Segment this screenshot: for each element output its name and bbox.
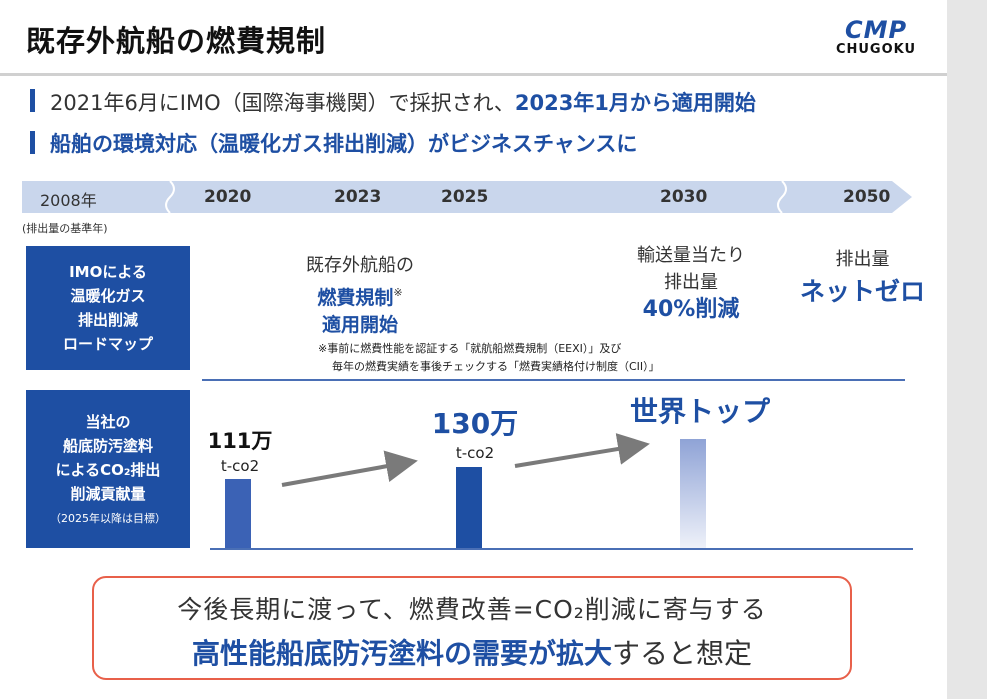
bar-2025 — [456, 467, 482, 548]
footnote: ※事前に燃費性能を認証する「就航船燃費規制（EEXI）」及び 毎年の燃費実績を事… — [318, 340, 660, 376]
title-divider — [0, 73, 947, 76]
bar-2020 — [225, 479, 251, 548]
conclusion-rest: すると想定 — [612, 637, 753, 670]
conclusion-highlight: 高性能船底防汚塗料の需要が拡大 — [191, 637, 612, 670]
company-label-line: によるCO₂排出 — [55, 461, 161, 479]
company-label-line: 削減貢献量 — [70, 485, 146, 503]
footnote-line2: 毎年の燃費実績を事後チェックする「燃費実績格付け制度（CII）」 — [332, 360, 660, 373]
trend-arrows — [281, 433, 650, 487]
roadmap-2030-highlight: 40%削減 — [642, 297, 740, 322]
footnote-line1: ※事前に燃費性能を認証する「就航船燃費規制（EEXI）」及び — [318, 342, 622, 355]
roadmap-2030-line2: 排出量 — [664, 272, 718, 293]
imo-label-line: IMOによる — [69, 263, 147, 281]
imo-label-line: ロードマップ — [62, 335, 153, 353]
logo-mark: CMP — [844, 16, 908, 44]
roadmap-2030: 輸送量当たり 排出量 40%削減 — [616, 242, 766, 323]
company-contribution-label: 当社の 船底防汚塗料 によるCO₂排出 削減貢献量 （2025年以降は目標） — [26, 390, 190, 548]
slide-title: 既存外航船の燃費規制 — [26, 24, 327, 58]
roadmap-2050-line1: 排出量 — [835, 249, 890, 270]
timeline-year-2030: 2030 — [660, 187, 708, 207]
unit-label: t-co2 — [455, 444, 495, 462]
data-label: 111万 — [207, 429, 273, 453]
roadmap-2023-highlight: 燃費規制 — [317, 287, 394, 309]
value-label-2030: 世界トップ — [629, 395, 770, 428]
roadmap-2023-line1: 既存外航船の — [306, 255, 414, 276]
bar-2030 — [680, 439, 706, 548]
bullet-1-highlight: 2023年1月から適用開始 — [514, 91, 756, 115]
logo-text: CHUGOKU — [835, 42, 917, 57]
conclusion-line1: 今後長期に渡って、燃費改善=CO₂削減に寄与する — [177, 595, 767, 624]
roadmap-2023-line3: 適用開始 — [321, 314, 398, 336]
company-label-note: （2025年以降は目標） — [50, 512, 166, 525]
baseline-note: (排出量の基準年) — [22, 222, 108, 235]
bullet-1: 2021年6月にIMO（国際海事機関）で採択され、2023年1月から適用開始 — [50, 87, 756, 117]
chart-axis — [210, 548, 913, 550]
value-label-2025: 130万 t-co2 — [420, 402, 530, 462]
roadmap-2050-highlight: ネットゼロ — [799, 277, 925, 306]
roadmap-2030-line1: 輸送量当たり — [637, 245, 745, 266]
imo-label-line: 排出削減 — [77, 311, 138, 329]
timeline-year-2020: 2020 — [204, 187, 252, 207]
imo-label-line: 温暖化ガス — [70, 287, 146, 305]
roadmap-2023: 既存外航船の 燃費規制※ 適用開始 — [280, 252, 440, 339]
bullet-1-text: 2021年6月にIMO（国際海事機関）で採択され、 — [50, 91, 515, 115]
timeline-year-2008: 2008年 — [40, 191, 97, 210]
roadmap-2050: 排出量 ネットゼロ — [790, 244, 935, 308]
company-logo: CMP CHUGOKU — [826, 16, 926, 62]
trend-arrow-1 — [281, 450, 418, 487]
footnote-mark: ※ — [393, 286, 403, 299]
unit-label: t-co2 — [220, 457, 260, 475]
value-label-2020: 111万 t-co2 — [200, 425, 280, 475]
bullet-2: 船舶の環境対応（温暖化ガス排出削減）がビジネスチャンスに — [50, 132, 638, 156]
timeline-year-2050: 2050 — [843, 187, 891, 207]
timeline-arrow — [22, 181, 912, 213]
imo-roadmap-label: IMOによる 温暖化ガス 排出削減 ロードマップ — [26, 246, 190, 370]
timeline-year-2023: 2023 — [334, 187, 382, 207]
company-label-line: 当社の — [85, 413, 131, 431]
conclusion-box: 今後長期に渡って、燃費改善=CO₂削減に寄与する 高性能船底防汚塗料の需要が拡大… — [92, 576, 852, 680]
conclusion-line2: 高性能船底防汚塗料の需要が拡大すると想定 — [94, 632, 850, 672]
data-label: 130万 — [431, 407, 519, 440]
side-panel — [947, 0, 987, 699]
bullet-marker — [30, 131, 35, 154]
bullet-marker — [30, 89, 35, 112]
trend-arrow-2 — [514, 433, 650, 468]
company-label-line: 船底防汚塗料 — [62, 437, 153, 455]
timeline-year-2025: 2025 — [441, 187, 489, 207]
row-divider — [202, 379, 905, 381]
